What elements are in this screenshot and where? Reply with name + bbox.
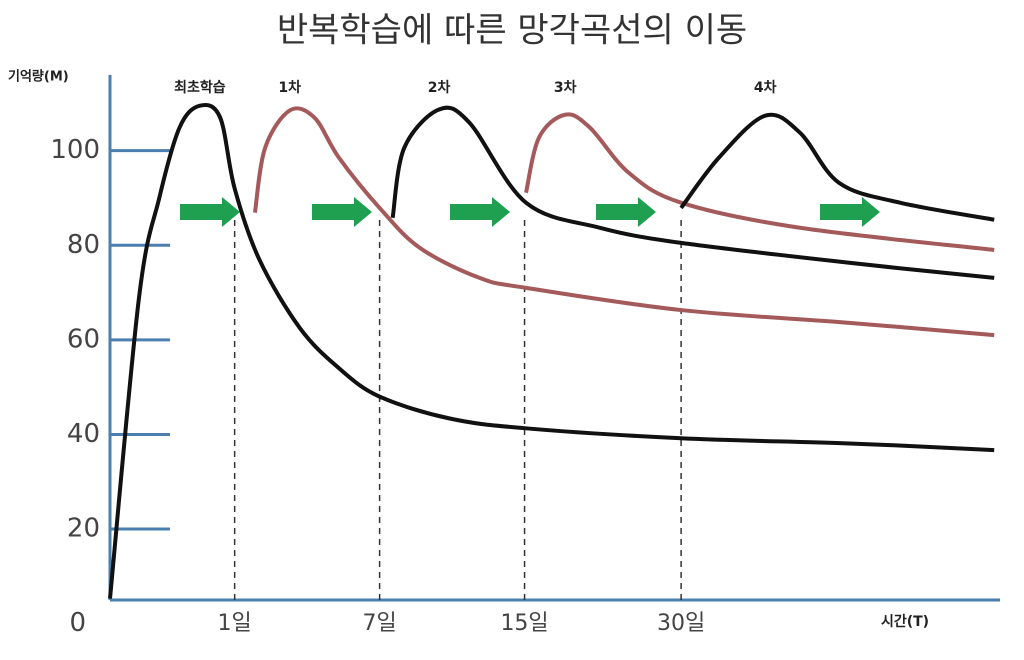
y-tick-label: 100 bbox=[50, 135, 100, 165]
x-tick-label: 7일 bbox=[362, 611, 396, 636]
series-label: 2차 bbox=[428, 80, 451, 96]
arrow bbox=[312, 197, 372, 227]
arrow bbox=[820, 197, 880, 227]
arrow bbox=[450, 197, 510, 227]
x-tick-label: 15일 bbox=[500, 611, 548, 636]
y-tick-label: 80 bbox=[67, 230, 100, 260]
arrow bbox=[596, 197, 656, 227]
y-axis-label: 기억량(M) bbox=[8, 70, 69, 85]
line bbox=[524, 112, 995, 252]
series-label: 최초학습 bbox=[174, 80, 226, 96]
y-tick-label: 20 bbox=[67, 514, 100, 544]
series-label: 4차 bbox=[754, 80, 777, 96]
arrows bbox=[180, 197, 880, 227]
chart-title: 반복학습에 따른 망각곡선의 이동 bbox=[277, 11, 747, 51]
series-label: 1차 bbox=[278, 80, 301, 96]
x-tick-label: 1일 bbox=[218, 611, 252, 636]
y-tick-label: 60 bbox=[67, 324, 100, 354]
line bbox=[108, 102, 995, 599]
x-axis-label: 시간(T) bbox=[881, 613, 929, 630]
line bbox=[679, 112, 995, 222]
line bbox=[390, 105, 995, 280]
line bbox=[252, 106, 995, 338]
arrow bbox=[180, 197, 240, 227]
series-label: 3차 bbox=[554, 80, 577, 96]
y-tick-label: 0 bbox=[69, 608, 86, 638]
x-tick-label: 30일 bbox=[657, 611, 705, 636]
y-tick-label: 40 bbox=[67, 419, 100, 449]
